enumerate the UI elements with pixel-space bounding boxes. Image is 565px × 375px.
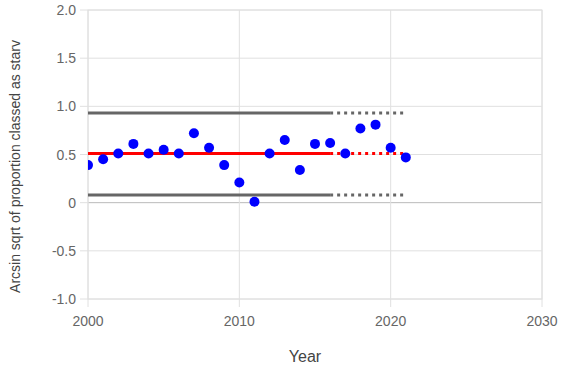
point [113,149,123,159]
point [144,149,154,159]
point [265,149,275,159]
point [159,145,169,155]
point [234,177,244,187]
x-tick-label: 2020 [375,313,406,329]
line [330,193,406,196]
point [88,160,93,170]
point [98,154,108,164]
point [174,149,184,159]
plot-frame [88,10,542,299]
y-tick-label: -1.0 [52,291,76,307]
point [204,143,214,153]
point [325,138,335,148]
point [295,165,305,175]
point [310,139,320,149]
point [219,160,229,170]
y-grid-line [88,154,542,155]
y-tick-label: 0.5 [57,147,77,163]
x-tick [390,299,391,307]
y-tick [80,106,88,107]
x-tick-label: 2030 [526,313,557,329]
y-axis-title: Arcsin sqrt of proportion classed as sta… [7,40,23,293]
x-tick [542,299,543,307]
x-tick [88,299,89,307]
y-grid-line [88,58,542,59]
line [88,112,330,115]
point [249,197,259,207]
point [371,120,381,130]
y-tick [80,202,88,203]
point [401,152,411,162]
y-tick-label: 0 [68,195,76,211]
x-tick-label: 2000 [72,313,103,329]
y-tick-label: -0.5 [52,243,76,259]
y-grid-line [88,202,542,203]
point [280,135,290,145]
y-grid-line [88,250,542,251]
point [386,143,396,153]
y-tick [80,154,88,155]
y-tick [80,10,88,11]
y-tick-label: 1.5 [57,50,77,66]
x-tick [239,299,240,307]
point [128,139,138,149]
line [330,112,406,115]
x-grid-line [390,10,391,299]
y-tick-label: 1.0 [57,98,77,114]
y-tick [80,250,88,251]
y-tick-label: 2.0 [57,2,77,18]
y-grid-line [88,106,542,107]
y-tick [80,58,88,59]
point [355,123,365,133]
data [88,113,411,207]
point [189,128,199,138]
y-tick [80,299,88,300]
chart: -1.0 -0.5 0 0.5 1.0 1.5 2.0 2000 2010 2020 2030 Yea… [0,0,565,375]
line [88,193,330,196]
x-tick-label: 2010 [224,313,255,329]
point [340,149,350,159]
x-axis-title: Year [289,348,322,365]
grid [80,10,542,307]
